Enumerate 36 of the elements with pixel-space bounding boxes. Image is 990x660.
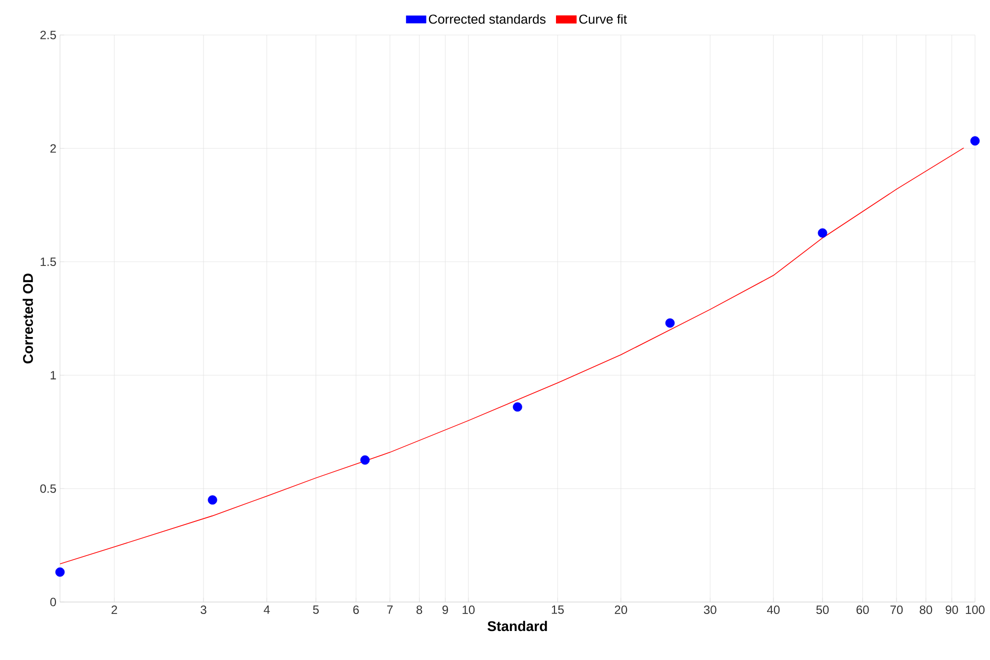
x-tick-label: 80 <box>920 606 932 614</box>
legend-label: Curve fit <box>579 14 627 24</box>
x-tick-label: 30 <box>704 606 716 614</box>
y-tick-label: 1 <box>50 371 56 380</box>
x-tick-label: 4 <box>264 606 270 614</box>
x-tick-label: 20 <box>614 606 628 614</box>
x-tick-label: 60 <box>856 606 869 614</box>
x-tick-label: 15 <box>552 606 564 614</box>
x-tick-label: 6 <box>353 606 359 614</box>
y-tick-label: 0 <box>50 598 56 606</box>
y-tick-label: 2 <box>50 144 56 153</box>
x-tick-label: 9 <box>442 606 448 614</box>
x-tick-label: 2 <box>112 606 118 614</box>
point <box>970 136 980 146</box>
x-tick-label: 70 <box>890 606 903 614</box>
point <box>208 495 218 505</box>
y-tick-label: 1.5 <box>40 258 56 266</box>
y-axis-title: Corrected OD <box>22 274 33 364</box>
x-tick-label: 50 <box>816 606 829 614</box>
x-tick-label: 90 <box>946 606 958 614</box>
x-tick-label: 40 <box>767 606 780 614</box>
x-tick-label: 5 <box>313 606 319 614</box>
x-tick-label: 8 <box>416 606 422 614</box>
point <box>818 228 828 238</box>
legend-label: Corrected standards <box>428 14 546 24</box>
y-tick-label: 2.5 <box>40 30 56 40</box>
x-tick-label: 10 <box>462 606 475 614</box>
point <box>55 567 65 577</box>
point <box>665 318 675 328</box>
y-tick-label: 0.5 <box>40 484 56 493</box>
point <box>512 402 522 412</box>
x-axis-title: Standard <box>488 620 547 632</box>
point <box>360 455 370 465</box>
x-tick-label: 7 <box>387 606 393 614</box>
x-tick-label: 100 <box>966 606 985 614</box>
x-tick-label: 3 <box>200 606 206 614</box>
